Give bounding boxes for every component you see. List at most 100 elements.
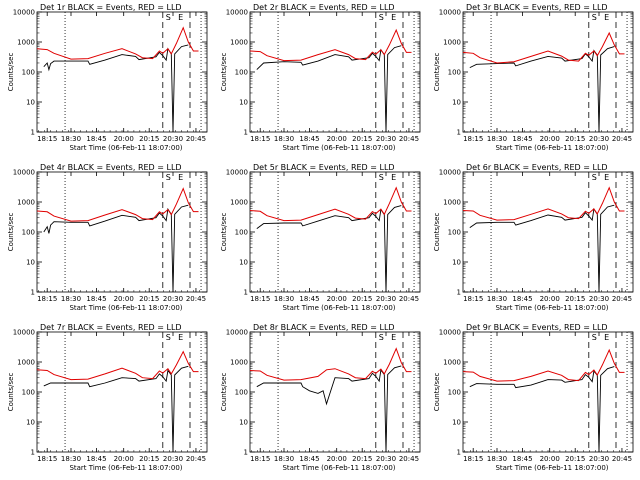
series-line-events — [256, 365, 402, 453]
x-tick-label: 20:30 — [163, 295, 183, 303]
panel-title: Det 5r BLACK = Events, RED = LLD — [253, 163, 395, 172]
detector-panel-4: Det 4r BLACK = Events, RED = LLD 1 10 100 10… — [0, 160, 213, 320]
x-tick-label: 18:30 — [487, 295, 507, 303]
x-tick-label: 20:15 — [352, 455, 372, 463]
y-tick-label: 10000 — [439, 9, 461, 17]
y-tick-label: 1 — [244, 289, 248, 297]
x-axis-label: Start Time (06-Feb-11 18:07:00) — [69, 304, 182, 312]
marker-s-label: S — [166, 333, 171, 342]
x-tick-label: 20:00 — [114, 295, 134, 303]
panel-svg: Det 7r BLACK = Events, RED = LLD 1 10 100 10… — [7, 323, 208, 472]
x-axis-label: Start Time (06-Feb-11 18:07:00) — [69, 464, 182, 472]
detector-panel-8: Det 8r BLACK = Events, RED = LLD 1 10 100 10… — [213, 320, 426, 480]
y-tick-label: 1000 — [17, 199, 35, 207]
y-tick-label: 1 — [244, 449, 248, 457]
y-axis-label: Counts/sec — [7, 53, 15, 92]
y-tick-label: 1 — [457, 289, 461, 297]
x-axis-label: Start Time (06-Feb-11 18:07:00) — [495, 464, 608, 472]
y-tick-label: 1000 — [443, 359, 461, 367]
y-tick-label: 10000 — [439, 169, 461, 177]
series-line-lld — [249, 28, 412, 62]
y-tick-label: 10 — [26, 259, 35, 267]
y-axis-label: Counts/sec — [433, 53, 441, 92]
x-tick-label: 20:15 — [565, 135, 585, 143]
y-tick-label: 10000 — [226, 329, 248, 337]
x-tick-label: 20:30 — [589, 295, 609, 303]
plot-frame — [36, 331, 208, 453]
x-axis-label: Start Time (06-Feb-11 18:07:00) — [495, 144, 608, 152]
y-tick-label: 100 — [22, 69, 35, 77]
y-tick-label: 10 — [452, 419, 461, 427]
panel-svg: Det 6r BLACK = Events, RED = LLD 1 10 100 10… — [433, 163, 634, 312]
panel-svg: Det 5r BLACK = Events, RED = LLD 1 10 100 10… — [220, 163, 421, 312]
detector-panel-9: Det 9r BLACK = Events, RED = LLD 1 10 100 10… — [426, 320, 639, 480]
y-tick-label: 1 — [244, 129, 248, 137]
series-line-events — [256, 45, 402, 133]
x-axis-label: Start Time (06-Feb-11 18:07:00) — [282, 304, 395, 312]
marker-e-label: E — [391, 333, 396, 342]
x-tick-label: 20:45 — [399, 295, 419, 303]
x-tick-label: 20:45 — [186, 295, 206, 303]
series-line-lld — [462, 186, 625, 221]
y-tick-label: 10000 — [439, 329, 461, 337]
x-tick-label: 18:45 — [512, 295, 532, 303]
marker-s-label: S — [379, 333, 384, 342]
y-axis-label: Counts/sec — [7, 213, 15, 252]
x-tick-label: 20:15 — [352, 135, 372, 143]
x-tick-label: 20:45 — [186, 455, 206, 463]
panel-svg: Det 1r BLACK = Events, RED = LLD 1 10 100 10… — [7, 3, 208, 152]
x-tick-label: 20:45 — [612, 455, 632, 463]
x-tick-label: 20:30 — [376, 135, 396, 143]
series-line-events — [43, 365, 189, 453]
x-tick-label: 20:30 — [376, 295, 396, 303]
x-tick-label: 18:15 — [250, 135, 270, 143]
y-tick-label: 10 — [239, 99, 248, 107]
y-axis-label: Counts/sec — [7, 373, 15, 412]
marker-e-label: E — [178, 173, 183, 182]
series-line-lld — [249, 186, 412, 222]
x-tick-label: 18:45 — [86, 295, 106, 303]
x-tick-label: 18:30 — [487, 455, 507, 463]
x-tick-label: 20:00 — [540, 295, 560, 303]
x-tick-label: 18:30 — [61, 295, 81, 303]
series-line-events — [469, 204, 615, 293]
marker-s-label: S — [166, 13, 171, 22]
x-tick-label: 18:45 — [512, 455, 532, 463]
y-tick-label: 100 — [448, 229, 461, 237]
panel-svg: Det 4r BLACK = Events, RED = LLD 1 10 100 10… — [7, 163, 208, 312]
detector-panel-3: Det 3r BLACK = Events, RED = LLD 1 10 100 10… — [426, 0, 639, 160]
y-axis-label: Counts/sec — [220, 53, 228, 92]
series-line-events — [43, 44, 189, 133]
x-tick-label: 20:30 — [163, 135, 183, 143]
panel-svg: Det 2r BLACK = Events, RED = LLD 1 10 100 10… — [220, 3, 421, 152]
plot-frame — [462, 11, 634, 133]
x-tick-label: 20:00 — [540, 455, 560, 463]
detector-panel-2: Det 2r BLACK = Events, RED = LLD 1 10 100 10… — [213, 0, 426, 160]
marker-e-label: E — [391, 13, 396, 22]
plot-frame — [36, 171, 208, 293]
marker-e-label: E — [178, 13, 183, 22]
y-tick-label: 1000 — [230, 199, 248, 207]
x-tick-label: 20:45 — [186, 135, 206, 143]
marker-e-label: E — [604, 173, 609, 182]
marker-s-label: S — [592, 173, 597, 182]
x-axis-label: Start Time (06-Feb-11 18:07:00) — [282, 144, 395, 152]
marker-e-label: E — [178, 333, 183, 342]
y-tick-label: 10000 — [13, 169, 35, 177]
plot-frame — [249, 11, 421, 133]
x-tick-label: 20:15 — [565, 295, 585, 303]
y-tick-label: 100 — [448, 389, 461, 397]
y-tick-label: 100 — [22, 229, 35, 237]
x-tick-label: 20:00 — [327, 455, 347, 463]
series-line-lld — [36, 26, 199, 60]
series-line-events — [256, 205, 402, 293]
series-line-lld — [36, 350, 199, 381]
marker-s-label: S — [592, 333, 597, 342]
x-tick-label: 20:45 — [612, 135, 632, 143]
y-tick-label: 1000 — [443, 199, 461, 207]
panel-title: Det 9r BLACK = Events, RED = LLD — [466, 323, 608, 332]
x-axis-label: Start Time (06-Feb-11 18:07:00) — [495, 304, 608, 312]
series-line-events — [469, 46, 615, 133]
x-tick-label: 18:15 — [463, 135, 483, 143]
